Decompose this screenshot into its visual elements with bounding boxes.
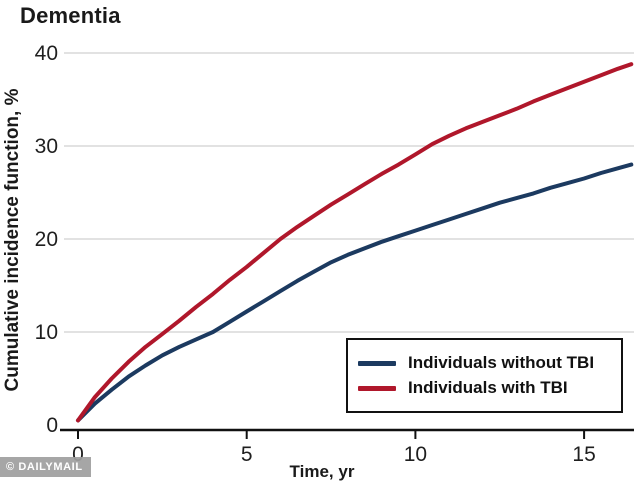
series-line-individuals-with-tbi bbox=[76, 62, 634, 423]
axes: 0 5 10 15 0 10 20 30 40 bbox=[35, 42, 634, 466]
series-line-individuals-without-tbi bbox=[76, 162, 634, 423]
legend-item-with-tbi: Individuals with TBI bbox=[358, 378, 621, 398]
legend-label: Individuals with TBI bbox=[408, 378, 568, 397]
x-tick-label-5: 5 bbox=[241, 443, 253, 466]
x-tick-label-15: 15 bbox=[572, 443, 595, 466]
chart-title: Dementia bbox=[20, 3, 121, 28]
y-tick-label-30: 30 bbox=[35, 135, 58, 158]
gridlines bbox=[64, 52, 634, 333]
legend-item-without-tbi: Individuals without TBI bbox=[358, 353, 621, 373]
y-tick-label-0: 0 bbox=[46, 414, 58, 437]
x-tick-label-10: 10 bbox=[404, 443, 427, 466]
legend-label: Individuals without TBI bbox=[408, 353, 595, 372]
y-tick-label-20: 20 bbox=[35, 228, 58, 251]
legend-swatch-with-tbi-line bbox=[358, 385, 396, 391]
y-tick-label-10: 10 bbox=[35, 321, 58, 344]
y-tick-label-40: 40 bbox=[35, 42, 58, 65]
series-curves bbox=[76, 62, 634, 423]
legend-swatch-without-tbi-line bbox=[358, 360, 396, 366]
x-tick-label-0: 0 bbox=[72, 443, 84, 466]
x-axis-title: Time, yr bbox=[290, 462, 355, 481]
legend-box: Individuals without TBI Individuals with… bbox=[346, 338, 623, 413]
dailymail-watermark: © DAILYMAIL bbox=[0, 457, 91, 477]
y-axis-title: Cumulative incidence function, % bbox=[2, 88, 23, 391]
